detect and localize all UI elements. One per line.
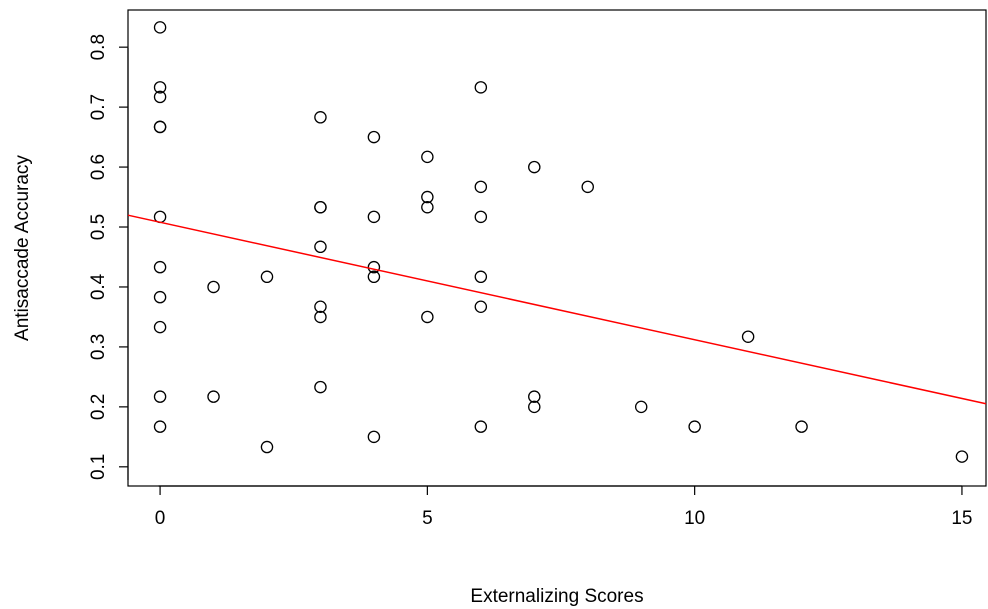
x-tick-label: 0	[155, 508, 166, 529]
data-point	[153, 290, 167, 304]
x-axis-ticks: 0 5 10 15	[155, 486, 973, 529]
data-point	[153, 21, 167, 34]
data-point	[314, 310, 327, 324]
x-tick-label: 15	[951, 508, 972, 529]
data-point	[367, 130, 381, 144]
data-point	[634, 400, 648, 414]
data-point	[421, 310, 434, 324]
data-point	[474, 270, 488, 284]
data-point	[314, 240, 327, 254]
data-point	[153, 120, 167, 134]
data-point	[421, 190, 434, 204]
data-point	[207, 280, 220, 294]
y-axis-ticks: 0.1 0.2 0.3 0.4 0.5 0.6 0.7 0.8	[88, 34, 128, 480]
data-point	[474, 300, 488, 314]
data-point	[421, 150, 434, 164]
regression-line	[127, 214, 987, 405]
data-point	[153, 81, 167, 94]
data-points	[153, 21, 969, 463]
x-tick-label: 5	[422, 508, 433, 529]
data-point	[314, 111, 327, 124]
data-point	[260, 270, 274, 284]
data-point	[474, 81, 488, 94]
y-tick-label: 0.4	[88, 273, 109, 300]
y-tick-label: 0.3	[88, 334, 109, 360]
data-point	[367, 210, 381, 224]
data-point	[153, 90, 167, 104]
data-point	[474, 210, 488, 224]
data-point	[421, 200, 434, 214]
plot-frame	[127, 9, 987, 487]
data-point	[528, 400, 541, 414]
y-tick-label: 0.7	[88, 94, 109, 120]
x-tick-label: 10	[684, 508, 705, 529]
y-tick-label: 0.1	[88, 454, 109, 480]
data-point	[581, 180, 594, 194]
data-point	[314, 380, 327, 394]
data-point	[528, 160, 541, 174]
data-point	[314, 200, 327, 214]
data-point	[314, 300, 327, 314]
data-point	[741, 330, 755, 343]
data-point	[367, 260, 381, 274]
data-point	[153, 390, 167, 403]
data-point	[153, 320, 167, 334]
x-axis-title: Externalizing Scores	[470, 586, 643, 607]
data-point	[207, 390, 220, 403]
data-point	[474, 420, 488, 433]
data-point	[153, 420, 167, 433]
y-axis-title: Antisaccade Accuracy	[12, 155, 33, 341]
data-point	[795, 420, 808, 433]
data-point	[955, 450, 969, 463]
data-point	[474, 180, 488, 194]
data-point	[367, 430, 381, 444]
data-point	[260, 440, 274, 454]
data-point	[688, 420, 701, 433]
y-tick-label: 0.5	[88, 214, 109, 240]
y-tick-label: 0.8	[88, 34, 109, 60]
data-point	[528, 390, 541, 403]
data-point	[153, 260, 167, 274]
y-tick-label: 0.2	[88, 394, 109, 420]
data-point	[367, 270, 381, 284]
y-tick-label: 0.6	[88, 154, 109, 180]
